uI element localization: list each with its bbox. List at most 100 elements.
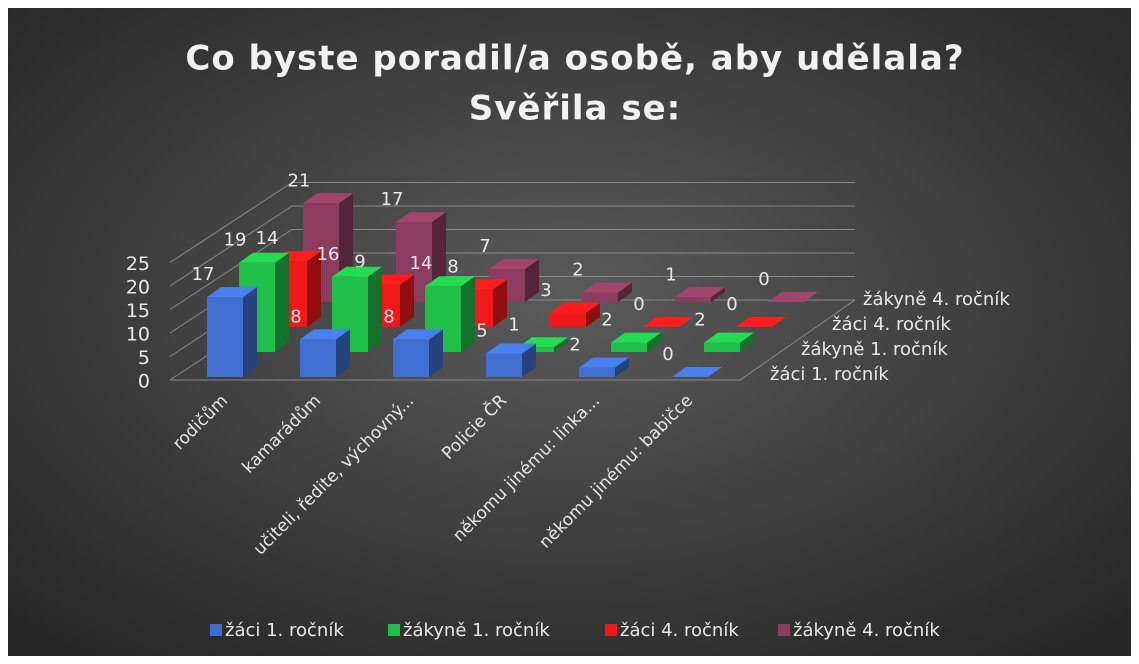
bar-top bbox=[582, 282, 632, 293]
value-label: 0 bbox=[662, 344, 673, 365]
bar-side bbox=[493, 279, 507, 327]
bar-side bbox=[615, 357, 629, 377]
floor-edge bbox=[170, 299, 856, 381]
bar-front bbox=[611, 342, 647, 352]
grid-line bbox=[169, 229, 855, 310]
value-label: 14 bbox=[410, 253, 433, 274]
bar bbox=[550, 302, 600, 327]
value-label: 0 bbox=[633, 294, 644, 315]
bar-side bbox=[307, 251, 321, 327]
bar-side bbox=[554, 337, 568, 352]
row-label: žákyně 1. ročník bbox=[801, 339, 948, 360]
bar-top bbox=[611, 332, 661, 343]
bar-side bbox=[368, 266, 382, 352]
y-tick-label: 20 bbox=[126, 277, 150, 299]
value-label: 16 bbox=[317, 244, 340, 265]
bar-side bbox=[336, 329, 350, 377]
legend-swatch bbox=[778, 624, 790, 636]
bar-top bbox=[425, 276, 475, 287]
background bbox=[8, 8, 1131, 656]
chart-title: Co byste poradil/a osobě, aby udělala? bbox=[185, 39, 964, 79]
value-label: 3 bbox=[540, 280, 551, 301]
row-label: žáci 1. ročník bbox=[770, 364, 889, 385]
value-label: 8 bbox=[383, 306, 394, 327]
bar bbox=[704, 332, 754, 352]
value-label: 1 bbox=[665, 264, 676, 285]
bar-front bbox=[582, 292, 618, 302]
value-label: 2 bbox=[569, 335, 580, 356]
value-label: 9 bbox=[354, 252, 365, 273]
bar-side bbox=[525, 259, 539, 302]
value-label: 8 bbox=[290, 306, 301, 327]
bar-front bbox=[207, 297, 243, 377]
value-label: 14 bbox=[256, 228, 279, 249]
bar-front bbox=[579, 367, 615, 377]
bar-side bbox=[275, 252, 289, 352]
bar-front bbox=[393, 339, 429, 377]
bar bbox=[300, 329, 350, 377]
legend-label: žákyně 4. ročník bbox=[793, 620, 940, 641]
bar-front bbox=[675, 297, 711, 302]
value-label: 0 bbox=[758, 269, 769, 290]
bar bbox=[672, 367, 722, 377]
bar bbox=[393, 329, 443, 377]
value-label: 5 bbox=[476, 321, 487, 342]
bar-front bbox=[486, 353, 522, 377]
bar-top bbox=[332, 266, 382, 277]
grid-line bbox=[169, 205, 855, 287]
legend-swatch bbox=[210, 624, 222, 636]
bar-top bbox=[486, 343, 536, 354]
bar-side bbox=[522, 343, 536, 377]
value-label: 17 bbox=[192, 264, 215, 285]
chart-title: Svěřila se: bbox=[469, 89, 681, 129]
row-label: žáci 4. ročník bbox=[832, 314, 951, 335]
bar-side bbox=[461, 276, 475, 352]
bar bbox=[643, 317, 693, 327]
y-tick-label: 25 bbox=[126, 253, 150, 275]
bar-side bbox=[618, 282, 632, 302]
bar-side bbox=[429, 329, 443, 377]
bar-top bbox=[393, 329, 443, 340]
bar-side bbox=[400, 274, 414, 327]
bar-top bbox=[303, 193, 353, 204]
bar-top bbox=[489, 259, 539, 270]
bar bbox=[579, 357, 629, 377]
bar-top bbox=[768, 292, 818, 302]
bar-side bbox=[243, 287, 257, 377]
bar bbox=[675, 287, 725, 302]
value-label: 2 bbox=[694, 310, 705, 331]
bar-top bbox=[675, 287, 725, 298]
bar-top bbox=[643, 317, 693, 327]
bar-top bbox=[550, 302, 600, 313]
bar bbox=[736, 317, 786, 327]
bar-front bbox=[550, 312, 586, 327]
legend-label: žáci 4. ročník bbox=[620, 620, 739, 641]
bar-top bbox=[579, 357, 629, 368]
bar bbox=[582, 282, 632, 302]
bar bbox=[425, 276, 475, 352]
value-label: 17 bbox=[381, 189, 404, 210]
y-tick-label: 0 bbox=[138, 371, 150, 393]
bar-top bbox=[300, 329, 350, 340]
bar-front bbox=[300, 339, 336, 377]
bar-top bbox=[672, 367, 722, 377]
legend-swatch bbox=[388, 624, 400, 636]
value-label: 0 bbox=[726, 294, 737, 315]
bar-top bbox=[736, 317, 786, 327]
value-label: 2 bbox=[572, 260, 583, 281]
y-tick-label: 15 bbox=[126, 300, 150, 322]
y-tick-label: 10 bbox=[126, 324, 150, 346]
bar-top bbox=[704, 332, 754, 343]
bar-side bbox=[740, 332, 754, 352]
bar bbox=[486, 343, 536, 377]
row-label: žákyně 4. ročník bbox=[863, 289, 1010, 310]
value-label: 21 bbox=[288, 170, 311, 191]
bar-side bbox=[711, 287, 725, 302]
bar bbox=[768, 292, 818, 302]
value-label: 1 bbox=[508, 314, 519, 335]
legend-label: žáci 1. ročník bbox=[225, 620, 344, 641]
bar-side bbox=[586, 302, 600, 327]
grid-line bbox=[169, 182, 855, 263]
